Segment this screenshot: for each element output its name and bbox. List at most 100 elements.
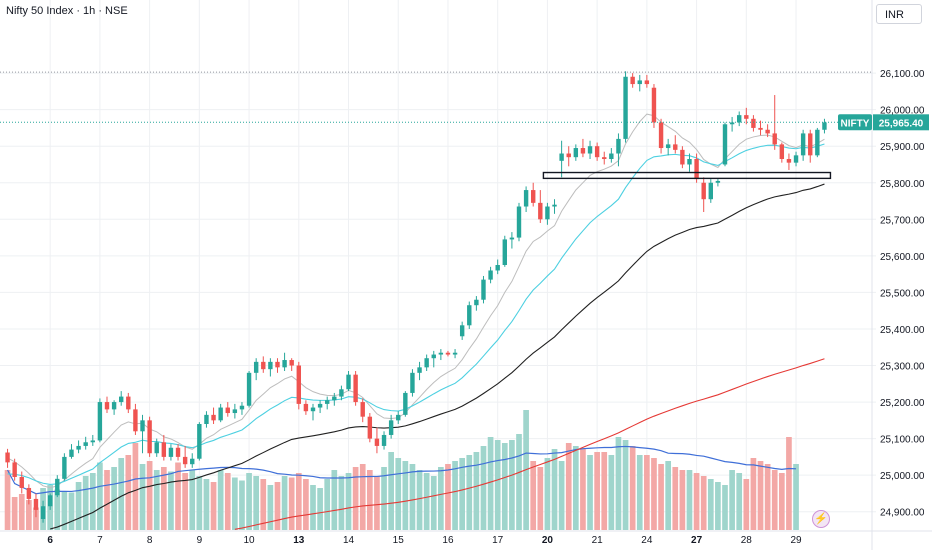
candle-body (594, 146, 600, 158)
volume-bar (317, 488, 323, 530)
candle-body (786, 159, 792, 163)
y-tick-label: 25,000.00 (880, 471, 925, 482)
volume-bar (551, 449, 558, 530)
candle-body (459, 325, 465, 337)
volume-bar (693, 473, 700, 530)
candle-body (12, 462, 17, 477)
volume-bar (786, 437, 792, 530)
candle-body (90, 440, 95, 443)
x-tick-label: 16 (442, 535, 454, 546)
candle-body (531, 190, 536, 203)
volume-bar (771, 470, 778, 530)
candle-body (197, 424, 202, 459)
y-tick-label: 25,900.00 (880, 142, 925, 153)
volume-bar (601, 452, 608, 530)
candle-body (147, 420, 152, 454)
candle (637, 74, 642, 92)
volume-bar (33, 507, 39, 530)
volume-bar (175, 462, 181, 530)
volume-bar (139, 464, 146, 530)
candle-body (154, 442, 159, 454)
candle (325, 396, 330, 410)
candle-body (175, 447, 181, 457)
candle-body (69, 449, 74, 457)
candle (623, 71, 628, 143)
volume-bar (68, 492, 75, 530)
volume-bar (274, 482, 281, 530)
lightning-icon[interactable]: ⚡ (812, 510, 830, 528)
candle (680, 146, 685, 169)
candle-body (602, 157, 607, 159)
candle (296, 361, 301, 410)
y-tick-label: 26,100.00 (880, 69, 925, 80)
candle (673, 135, 678, 154)
candle (538, 190, 543, 223)
candle-body (552, 204, 557, 207)
candle-body (119, 396, 124, 403)
volume-bar (544, 458, 551, 530)
volume-bar (622, 440, 629, 530)
candle-body (140, 420, 145, 432)
volume-ma-line (7, 445, 797, 495)
candle-body (800, 133, 806, 156)
candle (545, 202, 550, 225)
candle-body (55, 478, 60, 496)
support-zone (542, 171, 832, 180)
candle (630, 73, 635, 88)
candle (69, 444, 74, 459)
x-tick-label: 28 (741, 535, 753, 546)
candle-body (516, 206, 522, 238)
volume-bar (722, 485, 728, 530)
y-tick-label: 25,600.00 (880, 252, 925, 263)
candle (339, 385, 344, 401)
candle-body (40, 506, 46, 520)
candle (388, 414, 394, 439)
volume-bar (267, 485, 274, 530)
volume-bar (104, 470, 110, 530)
volume-bar (381, 467, 387, 530)
candle-body (609, 153, 614, 159)
currency-selector[interactable]: INR (876, 4, 922, 24)
candle-body (253, 361, 259, 373)
candle-body (680, 149, 685, 165)
candle (552, 199, 557, 214)
candle-body (495, 265, 500, 271)
candle (55, 475, 60, 498)
volume-bar (466, 455, 473, 530)
candle (793, 151, 799, 167)
volume-bar (651, 458, 657, 530)
candle-body (133, 409, 138, 432)
candle-body (765, 129, 770, 134)
candle-body (261, 361, 266, 370)
volume-bar (658, 464, 664, 530)
volume-bar (54, 489, 61, 530)
candle (97, 398, 103, 443)
candle-body (303, 403, 309, 412)
candle (665, 138, 671, 156)
candle (609, 148, 614, 163)
y-tick-label: 25,700.00 (880, 215, 925, 226)
candle-body (225, 407, 230, 414)
volume-bar (750, 458, 757, 530)
candle-body (182, 456, 188, 465)
candle-body (339, 389, 344, 397)
candle-body (616, 138, 621, 154)
x-tick-label: 14 (343, 535, 355, 546)
candle (687, 153, 692, 172)
ema-long-line (234, 358, 825, 530)
volume-bar (288, 477, 295, 530)
candle-body (772, 133, 777, 145)
candle-body (737, 115, 742, 123)
volume-bar (764, 464, 771, 530)
candle (658, 118, 664, 154)
volume-bar (310, 485, 316, 530)
candle (374, 427, 380, 454)
volume-bar (778, 473, 785, 530)
candle-body (474, 299, 479, 306)
volume-bar (295, 473, 302, 530)
candle (523, 186, 529, 212)
volume-bar (11, 497, 18, 530)
candle (268, 358, 273, 377)
